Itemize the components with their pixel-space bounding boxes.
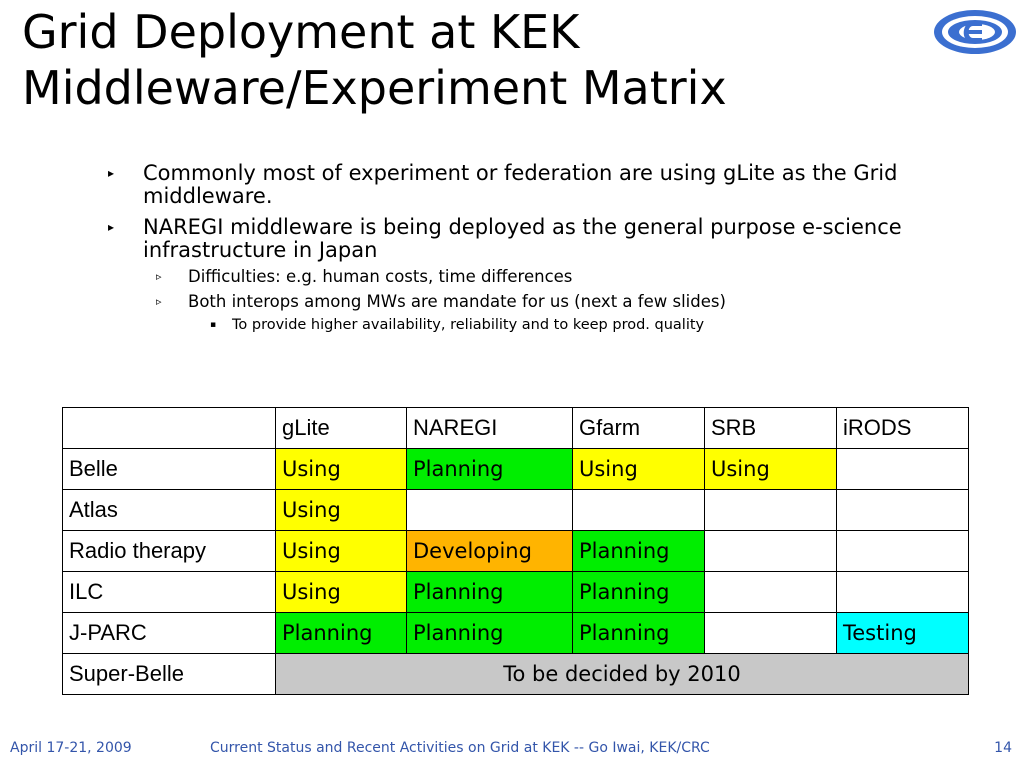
status-cell: Planning <box>275 612 407 654</box>
header-cell: gLite <box>275 407 407 449</box>
bullet-text: NAREGI middleware is being deployed as t… <box>143 215 902 262</box>
row-label: ILC <box>62 571 276 613</box>
sub-bullet-text: Both interops among MWs are mandate for … <box>188 292 726 311</box>
bullet-item: ▸ Commonly most of experiment or federat… <box>108 162 928 208</box>
status-cell: Testing <box>836 612 969 654</box>
page-number: 14 <box>994 740 1012 756</box>
status-cell <box>704 489 837 531</box>
sub-bullet-item: ▹ Difficulties: e.g. human costs, time d… <box>108 266 928 287</box>
table-row: Super-Belle To be decided by 2010 <box>62 653 969 695</box>
table-row: Radio therapy Using Developing Planning <box>62 530 969 572</box>
header-cell: Gfarm <box>572 407 705 449</box>
status-cell: Using <box>275 448 407 490</box>
status-cell <box>406 489 573 531</box>
square-bullet-icon: ▪ <box>210 320 217 330</box>
sub-sub-bullet-item: ▪ To provide higher availability, reliab… <box>108 316 928 334</box>
status-cell: Planning <box>572 530 705 572</box>
slide-title: Grid Deployment at KEK Middleware/Experi… <box>22 4 727 116</box>
middleware-experiment-matrix: gLite NAREGI Gfarm SRB iRODS Belle Using… <box>62 407 969 695</box>
status-cell <box>704 612 837 654</box>
status-cell: Planning <box>572 571 705 613</box>
sub-sub-bullet-text: To provide higher availability, reliabil… <box>232 317 705 333</box>
bullet-list: ▸ Commonly most of experiment or federat… <box>108 162 928 336</box>
row-label: Belle <box>62 448 276 490</box>
bullet-text: Commonly most of experiment or federatio… <box>143 161 898 208</box>
status-cell: Developing <box>406 530 573 572</box>
status-cell: Planning <box>406 448 573 490</box>
footer-title: Current Status and Recent Activities on … <box>210 740 710 756</box>
footer-date: April 17-21, 2009 <box>10 740 132 756</box>
kek-logo-icon <box>934 10 1016 54</box>
header-cell: iRODS <box>836 407 969 449</box>
status-cell: Using <box>275 489 407 531</box>
status-cell <box>836 571 969 613</box>
row-label: Atlas <box>62 489 276 531</box>
triangle-bullet-icon: ▸ <box>108 220 115 234</box>
hollow-triangle-bullet-icon: ▹ <box>156 270 162 283</box>
status-cell: Planning <box>406 612 573 654</box>
sub-bullet-text: Difficulties: e.g. human costs, time dif… <box>188 267 573 286</box>
sub-bullet-item: ▹ Both interops among MWs are mandate fo… <box>108 291 928 312</box>
status-cell: Using <box>572 448 705 490</box>
hollow-triangle-bullet-icon: ▹ <box>156 295 162 308</box>
table-row: ILC Using Planning Planning <box>62 571 969 613</box>
title-line-1: Grid Deployment at KEK <box>22 5 580 59</box>
status-cell: Using <box>275 530 407 572</box>
table-row: Atlas Using <box>62 489 969 531</box>
table-header-row: gLite NAREGI Gfarm SRB iRODS <box>62 407 969 449</box>
header-cell: SRB <box>704 407 837 449</box>
row-label: Radio therapy <box>62 530 276 572</box>
status-cell <box>704 530 837 572</box>
status-cell: Using <box>704 448 837 490</box>
status-cell: Using <box>275 571 407 613</box>
status-cell: Planning <box>406 571 573 613</box>
status-cell <box>836 489 969 531</box>
status-cell <box>572 489 705 531</box>
table-row: Belle Using Planning Using Using <box>62 448 969 490</box>
status-cell <box>836 530 969 572</box>
table-row: J-PARC Planning Planning Planning Testin… <box>62 612 969 654</box>
status-cell: Planning <box>572 612 705 654</box>
title-line-2: Middleware/Experiment Matrix <box>22 61 727 115</box>
triangle-bullet-icon: ▸ <box>108 166 115 180</box>
undecided-cell: To be decided by 2010 <box>275 653 969 695</box>
bullet-item: ▸ NAREGI middleware is being deployed as… <box>108 216 928 262</box>
header-cell <box>62 407 276 449</box>
status-cell <box>704 571 837 613</box>
status-cell <box>836 448 969 490</box>
header-cell: NAREGI <box>406 407 573 449</box>
row-label: Super-Belle <box>62 653 276 695</box>
row-label: J-PARC <box>62 612 276 654</box>
